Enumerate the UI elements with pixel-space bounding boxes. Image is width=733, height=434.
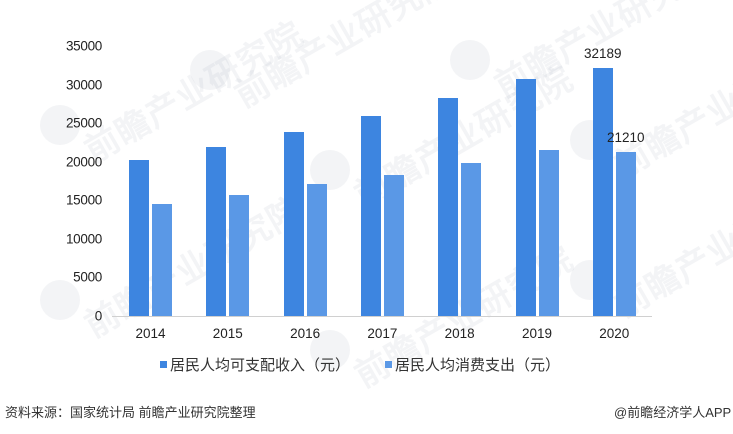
source-note: 资料来源：国家统计局 前瞻产业研究院整理 xyxy=(5,405,256,420)
bar-spending xyxy=(615,152,636,316)
watermark-text: 前瞻产业研究院 xyxy=(228,0,460,116)
legend-label: 居民人均消费支出（元） xyxy=(395,357,561,374)
y-tick-label: 0 xyxy=(94,308,103,324)
bar-spending xyxy=(152,204,172,316)
x-tick-label: 2016 xyxy=(290,326,321,341)
legend-swatch-icon xyxy=(385,361,392,368)
bar-income xyxy=(129,160,149,316)
watermark-logo-icon xyxy=(450,40,490,80)
y-tick-label: 35000 xyxy=(65,38,102,54)
bar-income xyxy=(592,67,613,316)
bar-income xyxy=(438,98,459,316)
y-tick-label: 5000 xyxy=(73,269,102,285)
bar-income xyxy=(515,78,536,316)
y-tick-label: 10000 xyxy=(65,231,102,247)
legend-swatch-icon xyxy=(160,361,167,368)
chart-area: 前瞻产业研究院 前瞻产业研究院 前瞻产业研究院 前瞻产业研究院 前瞻产业研究院 前瞻产业研… xyxy=(40,0,733,395)
credit-note: @前瞻经济学人APP xyxy=(614,405,732,420)
x-axis-line xyxy=(112,316,652,317)
watermark-text: 前瞻产业研究院 xyxy=(78,189,310,346)
y-tick-label: 15000 xyxy=(65,192,102,208)
x-tick-label: 2015 xyxy=(212,326,243,341)
x-tick-label: 2014 xyxy=(135,326,166,341)
bar-spending xyxy=(383,174,404,316)
bar-spending xyxy=(461,162,482,316)
bar-income xyxy=(283,132,304,316)
x-tick-label: 2020 xyxy=(599,326,630,341)
data-label: 21210 xyxy=(607,130,645,146)
y-tick-label: 20000 xyxy=(65,154,102,170)
bar-income xyxy=(206,146,227,316)
bar-spending xyxy=(538,149,559,316)
legend-item-income: 居民人均可支配收入（元） xyxy=(160,354,350,375)
x-tick-label: 2017 xyxy=(367,326,398,341)
y-tick-label: 25000 xyxy=(65,115,102,131)
legend-item-spending: 居民人均消费支出（元） xyxy=(385,354,560,375)
watermark-text: 前瞻产业研究院 xyxy=(78,14,310,171)
y-tick-label: 30000 xyxy=(65,77,102,93)
data-label: 32189 xyxy=(584,45,622,61)
x-tick-label: 2018 xyxy=(444,326,475,341)
legend-label: 居民人均可支配收入（元） xyxy=(170,357,351,374)
bar-spending xyxy=(229,194,250,316)
bar-income xyxy=(360,115,381,316)
watermark-logo-icon xyxy=(190,50,230,90)
bar-spending xyxy=(306,184,327,316)
x-tick-label: 2019 xyxy=(521,326,553,341)
